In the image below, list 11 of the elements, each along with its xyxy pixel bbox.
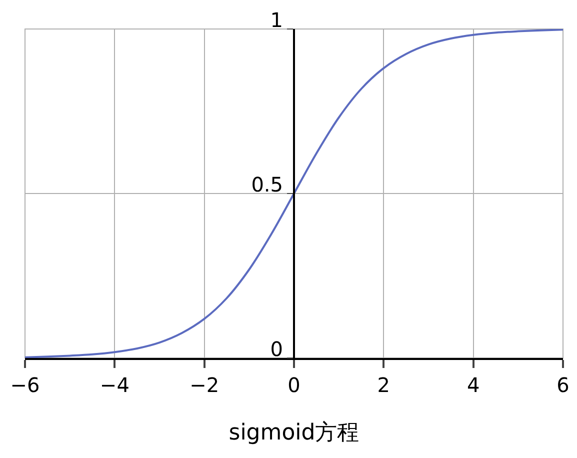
y-tick-label: 1 (270, 8, 283, 32)
x-axis-title: sigmoid方程 (228, 420, 360, 446)
x-tick-label: 0 (288, 373, 300, 397)
x-tick-label: −2 (190, 373, 220, 397)
y-tick-label: 0.5 (251, 172, 283, 196)
x-tick-label: 6 (556, 373, 570, 397)
x-tick-label: 2 (377, 373, 390, 397)
x-tick-label: −4 (100, 373, 130, 397)
y-tick-label: 0 (270, 337, 283, 361)
x-tick-label: −6 (10, 373, 40, 397)
x-tick-label: 4 (466, 373, 480, 397)
